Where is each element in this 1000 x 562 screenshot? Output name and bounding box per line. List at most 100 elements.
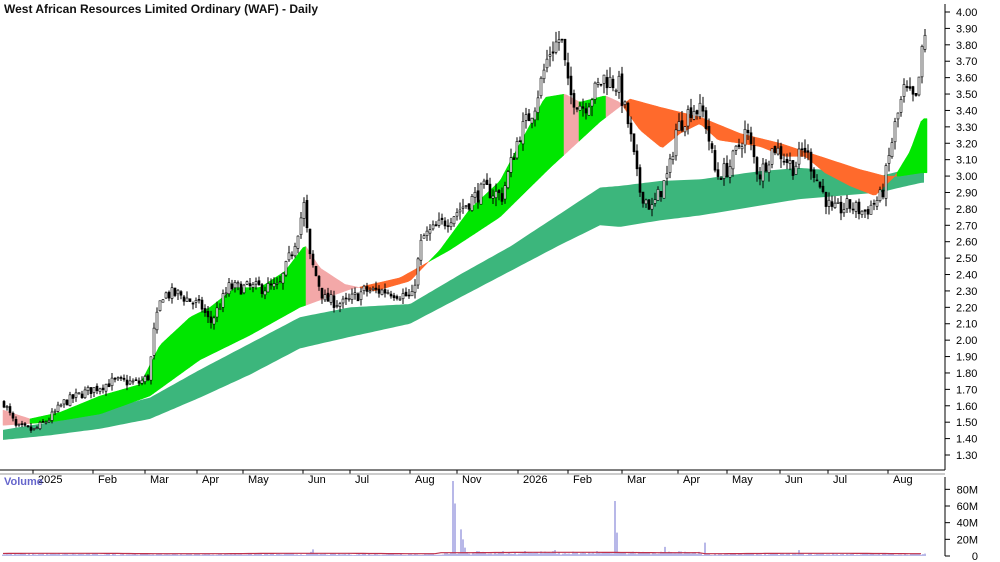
candle-body	[488, 183, 492, 199]
candle-body	[128, 380, 132, 385]
candle-body	[656, 189, 660, 201]
candle-body	[440, 217, 444, 221]
ribbon-segment	[632, 99, 637, 126]
candle-body	[425, 230, 429, 236]
ribbon-segment	[167, 334, 172, 384]
date-tick-label: Apr	[683, 474, 700, 486]
ribbon-segment	[2, 409, 7, 426]
candle-body	[788, 160, 792, 164]
candle-body	[344, 297, 348, 300]
candle-body	[20, 423, 24, 425]
candle-body	[239, 283, 243, 295]
candle-body	[443, 220, 447, 227]
candle-body	[854, 202, 858, 212]
ribbon-segment	[755, 137, 760, 147]
candle-body	[431, 224, 435, 230]
ribbon-segment	[647, 103, 652, 140]
ribbon-segment	[287, 262, 292, 315]
candle-body	[680, 120, 684, 131]
candle-body	[161, 299, 165, 303]
candle-body	[914, 93, 918, 96]
candle-body	[386, 292, 390, 295]
ribbon-segment	[482, 193, 487, 229]
ribbon-segment	[68, 407, 73, 420]
candle-body	[251, 283, 255, 288]
ribbon-segment	[566, 94, 571, 153]
candle-body	[719, 177, 723, 180]
candle-body	[218, 308, 222, 310]
candle-body	[749, 132, 753, 144]
candle-body	[875, 200, 879, 207]
candle-body	[464, 205, 468, 207]
candle-body	[293, 246, 297, 257]
candle-body	[146, 375, 150, 381]
candle-body	[221, 293, 225, 308]
ribbon-segment	[461, 214, 466, 243]
candle-body	[695, 110, 699, 115]
price-tick-label: 1.30	[956, 450, 977, 462]
candle-body	[755, 157, 759, 175]
candle-body	[317, 276, 321, 287]
ribbon-segment	[551, 95, 556, 167]
ribbon-segment	[128, 386, 133, 404]
candle-body	[275, 283, 279, 285]
ribbon-segment	[851, 166, 856, 189]
price-tick-label: 2.90	[956, 187, 977, 199]
ribbon-segment	[347, 284, 352, 291]
ribbon-segment	[722, 126, 727, 142]
ribbon-segment	[179, 323, 184, 375]
ribbon-segment	[839, 162, 844, 183]
candle-body	[572, 93, 576, 108]
ribbon-segment	[32, 417, 37, 424]
ribbon-segment	[344, 284, 349, 292]
ribbon-segment	[389, 279, 394, 288]
ribbon-segment	[158, 342, 163, 390]
ribbon-segment	[845, 164, 850, 186]
candle-body	[173, 287, 177, 296]
price-tick-label: 2.00	[956, 335, 977, 347]
candle-body	[11, 412, 15, 419]
candle-body	[728, 166, 732, 178]
candle-body	[584, 108, 588, 114]
candle-body	[473, 191, 477, 198]
ribbon-segment	[236, 287, 241, 343]
candle-body	[179, 291, 183, 296]
candle-body	[107, 383, 111, 388]
candle-body	[881, 189, 885, 198]
ribbon-segment	[740, 133, 745, 145]
ribbon-segment	[296, 250, 301, 310]
candle-body	[779, 146, 783, 160]
candle-body	[479, 183, 483, 205]
chart-title: West African Resources Limited Ordinary …	[4, 2, 318, 16]
ribbon-segment	[644, 102, 649, 138]
ribbon-segment	[923, 118, 928, 174]
ribbon-segment	[104, 393, 109, 413]
candle-body	[467, 203, 471, 210]
ribbon-segment	[575, 99, 580, 145]
ribbon-segment	[473, 201, 478, 235]
date-tick-label: 2026	[523, 474, 547, 486]
volume-tick-label: 60M	[957, 501, 978, 513]
ribbon-segment	[386, 279, 391, 288]
candle-body	[734, 145, 738, 151]
candle-body	[227, 282, 231, 295]
price-tick-label: 2.80	[956, 204, 977, 216]
ribbon-segment	[83, 400, 88, 417]
ribbon-segment	[542, 96, 547, 176]
candle-body	[287, 252, 291, 261]
candle-body	[494, 191, 498, 198]
candle-body	[560, 38, 564, 41]
ribbon-segment	[827, 158, 832, 177]
candle-body	[398, 298, 402, 301]
candle-body	[872, 203, 876, 205]
candle-body	[257, 280, 261, 286]
candle-body	[35, 427, 39, 429]
candle-body	[752, 145, 756, 158]
candle-body	[641, 191, 645, 204]
candle-body	[68, 394, 72, 407]
price-tick-label: 1.60	[956, 401, 977, 413]
candle-body	[236, 282, 240, 285]
ribbon-segment	[17, 414, 22, 425]
candle-body	[53, 410, 57, 413]
